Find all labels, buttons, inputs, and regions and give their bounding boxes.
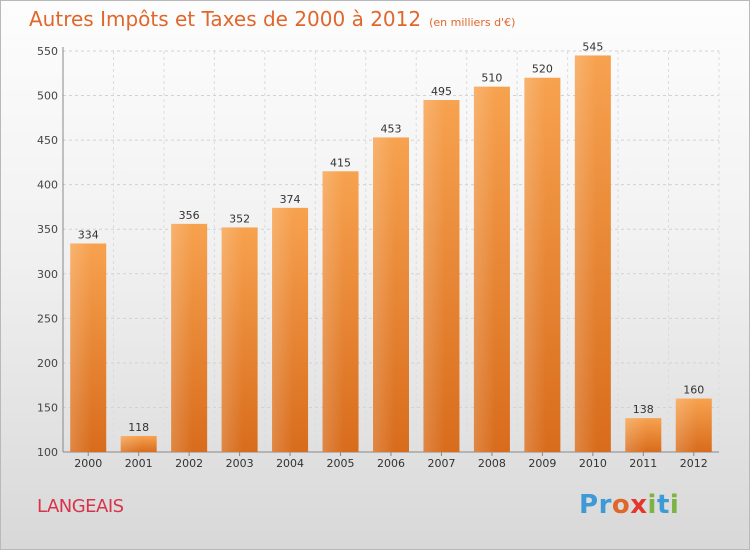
logo-letter: P xyxy=(579,490,599,520)
logo-letter: r xyxy=(598,490,612,520)
data-label: 415 xyxy=(330,156,351,169)
bar-highlight xyxy=(120,435,157,452)
x-tick-label: 2001 xyxy=(125,457,153,470)
y-tick-label: 450 xyxy=(37,134,58,147)
chart-unit: (en milliers d'€) xyxy=(429,16,516,29)
data-label: 545 xyxy=(582,40,603,53)
bar-highlight xyxy=(221,227,258,452)
data-label: 520 xyxy=(532,63,553,76)
x-tick-label: 2002 xyxy=(175,457,203,470)
bar-layer xyxy=(70,55,712,453)
x-tick-label: 2009 xyxy=(528,457,556,470)
y-tick-label: 500 xyxy=(37,90,58,103)
data-label: 356 xyxy=(179,209,200,222)
data-label: 374 xyxy=(280,193,301,206)
label-layer: 334 2000 118 2001 356 2002 352 2003 374 2004 415 20… xyxy=(74,40,708,470)
data-label: 160 xyxy=(683,384,704,397)
data-label: 118 xyxy=(128,421,149,434)
bar-highlight xyxy=(473,86,510,453)
logo-letter: t xyxy=(656,490,670,520)
proxiti-logo: Proxiti xyxy=(579,490,679,520)
bar-highlight xyxy=(171,223,208,452)
x-tick-label: 2003 xyxy=(226,457,254,470)
town-name: LANGEAIS xyxy=(37,496,124,517)
chart-header: Autres Impôts et Taxes de 2000 à 2012 (en… xyxy=(29,7,515,31)
bar-highlight xyxy=(272,207,309,452)
data-label: 453 xyxy=(381,122,402,135)
logo-letter: i xyxy=(647,490,657,520)
bar-highlight xyxy=(524,77,561,452)
bar-highlight xyxy=(373,137,409,452)
logo-letter: o xyxy=(611,490,631,520)
logo-letter: i xyxy=(669,490,680,520)
bar-highlight xyxy=(574,55,611,452)
x-tick-label: 2005 xyxy=(327,457,355,470)
data-label: 510 xyxy=(481,72,502,85)
y-tick-label: 100 xyxy=(37,446,58,459)
bar-highlight xyxy=(322,171,359,453)
x-tick-label: 2004 xyxy=(276,457,304,470)
data-label: 352 xyxy=(229,212,250,225)
y-tick-label: 350 xyxy=(37,223,58,236)
y-tick-label: 200 xyxy=(37,357,58,370)
bar-highlight xyxy=(625,418,662,452)
chart-title: Autres Impôts et Taxes de 2000 à 2012 xyxy=(29,7,422,31)
y-tick-label: 150 xyxy=(37,401,58,414)
bar-highlight xyxy=(70,243,107,452)
data-label: 138 xyxy=(633,403,654,416)
x-tick-label: 2011 xyxy=(629,457,657,470)
y-tick-label: 550 xyxy=(37,45,58,58)
x-tick-label: 2000 xyxy=(74,457,102,470)
x-tick-label: 2008 xyxy=(478,457,506,470)
data-label: 334 xyxy=(78,228,99,241)
x-tick-label: 2007 xyxy=(427,457,455,470)
bar-highlight xyxy=(675,398,712,452)
y-tick-label: 300 xyxy=(37,268,58,281)
x-tick-label: 2012 xyxy=(680,457,708,470)
y-tick-label: 250 xyxy=(37,312,58,325)
x-tick-label: 2006 xyxy=(377,457,405,470)
y-tick-label: 400 xyxy=(37,179,58,192)
x-tick-label: 2010 xyxy=(579,457,607,470)
bar-highlight xyxy=(423,100,460,452)
data-label: 495 xyxy=(431,85,452,98)
logo-letter: x xyxy=(630,490,648,520)
